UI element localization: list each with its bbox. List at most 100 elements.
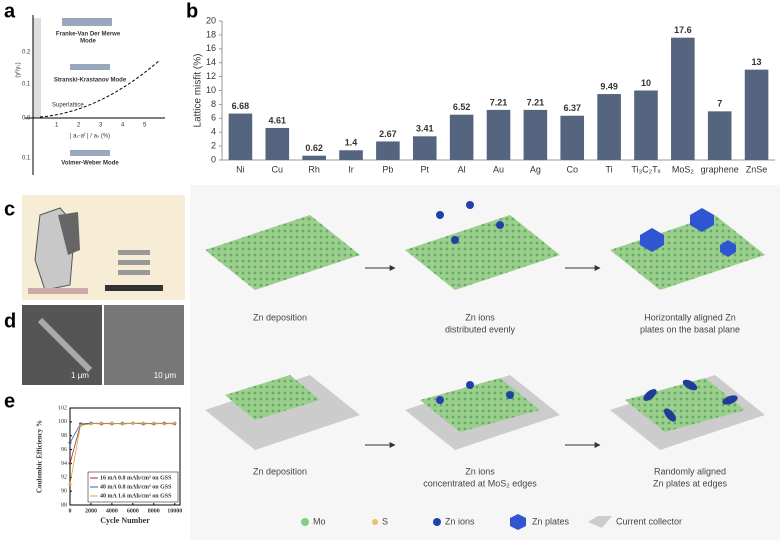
- legend-marker: [433, 518, 441, 526]
- point: [78, 423, 82, 427]
- substrate: [105, 285, 163, 291]
- panel-letter: b: [186, 0, 198, 22]
- y-tick-label: 8: [211, 99, 216, 109]
- y-tick-label: 14: [206, 57, 216, 67]
- zn-ion: [466, 201, 474, 209]
- caption: plates on the basal plane: [640, 324, 740, 334]
- panel-letter: d: [4, 310, 16, 332]
- tick-label: 3: [99, 123, 103, 129]
- x-tick-label: Rh: [308, 164, 320, 174]
- y-tick-label: 12: [206, 71, 216, 81]
- y-tick-label: 100: [58, 419, 67, 425]
- mode-label: Franke-Van Der Merwe: [56, 32, 121, 38]
- zn-ion: [496, 221, 504, 229]
- point: [89, 422, 93, 426]
- zn-plate: [690, 208, 714, 232]
- zn-plate: [682, 379, 698, 391]
- y-tick-label: 20: [206, 15, 216, 25]
- schematic: [70, 150, 110, 156]
- y-tick-label: 94: [61, 461, 67, 467]
- y-tick-label: 90: [61, 489, 67, 495]
- value-label: 13: [752, 57, 762, 67]
- x-tick-label: 10000: [167, 508, 182, 514]
- x-axis-label: | aₛ-aᶠ | / aₛ (%): [70, 133, 110, 140]
- tick-label: 0.1: [22, 82, 31, 88]
- zn-plate: [640, 228, 664, 252]
- value-label: 7.21: [527, 97, 545, 107]
- point: [68, 441, 72, 445]
- legend-label: Zn ions: [445, 516, 475, 526]
- x-axis-label: Cycle Number: [100, 516, 150, 525]
- zn-plate: [720, 240, 736, 257]
- flake: [37, 317, 93, 373]
- bar: [265, 127, 290, 160]
- substrate-plate: [205, 215, 360, 290]
- schematic: [70, 64, 110, 70]
- y-tick-label: 6: [211, 113, 216, 123]
- bar: [523, 109, 548, 160]
- value-label: 6.68: [232, 101, 250, 111]
- x-tick-label: 4000: [106, 508, 118, 514]
- x-tick-label: graphene: [701, 164, 739, 174]
- point: [120, 422, 124, 426]
- panel-c: [22, 195, 185, 300]
- legend-marker: [588, 516, 612, 528]
- x-tick-label: Ag: [530, 164, 541, 174]
- caption: concentrated at MoS₂ edges: [423, 478, 537, 488]
- value-label: 6.52: [453, 102, 471, 112]
- bar: [634, 90, 658, 160]
- panel-f: Zn deposition Zn ions distributed evenly Ho…: [190, 185, 780, 540]
- x-tick-label: 0: [69, 508, 72, 514]
- scale-label: 10 μm: [154, 371, 177, 380]
- mode-label: Mode: [80, 39, 96, 45]
- bar: [228, 113, 253, 160]
- current-collector: [205, 375, 360, 450]
- bar: [560, 115, 585, 160]
- substrate-plate: [625, 378, 745, 432]
- value-label: 0.62: [305, 143, 323, 153]
- y-tick-label: 92: [61, 475, 67, 481]
- panel-letter: e: [4, 390, 15, 412]
- bar: [744, 69, 769, 160]
- y-tick-label: 2: [211, 140, 216, 150]
- point: [68, 482, 72, 486]
- y-tick-label: 0: [211, 154, 216, 164]
- sem-image: [104, 305, 184, 385]
- tick-label: 5: [143, 123, 147, 129]
- schematic: [62, 18, 112, 26]
- y-tick-label: 10: [206, 85, 216, 95]
- x-tick-label: Co: [566, 164, 578, 174]
- point: [141, 421, 145, 425]
- bar: [671, 37, 695, 160]
- legend-marker: [301, 518, 309, 526]
- legend-label: 16 mA 0.8 mAh/cm² on GSS: [100, 475, 172, 481]
- bar: [412, 136, 437, 160]
- x-tick-label: 2000: [85, 508, 97, 514]
- caption: Zn plates at edges: [653, 478, 728, 488]
- y-tick-label: 98: [61, 433, 67, 439]
- x-tick-label: ZnSe: [746, 164, 768, 174]
- tick-label: 0.2: [22, 50, 31, 56]
- x-tick-label: Cu: [272, 164, 284, 174]
- bar: [707, 111, 732, 160]
- panel-d: 1 μm 10 μm: [22, 305, 184, 385]
- caption: Randomly aligned: [654, 466, 726, 476]
- x-tick-label: Al: [458, 164, 466, 174]
- tick-label: 1: [55, 123, 59, 129]
- value-label: 6.37: [563, 103, 581, 113]
- captions: Zn deposition Zn ions distributed evenly Ho…: [253, 312, 740, 488]
- value-label: 7: [717, 99, 722, 109]
- value-label: 4.61: [269, 115, 287, 125]
- legend-label: Mo: [313, 516, 326, 526]
- shaded-band: [33, 18, 41, 118]
- substrate-plate: [225, 375, 320, 420]
- layer: [118, 260, 150, 265]
- value-label: 9.49: [600, 81, 618, 91]
- x-tick-label: Ir: [348, 164, 354, 174]
- y-tick-label: 4: [211, 127, 216, 137]
- point: [68, 461, 72, 465]
- x-tick-label: 8000: [148, 508, 160, 514]
- caption: distributed evenly: [445, 324, 516, 334]
- point: [152, 421, 156, 425]
